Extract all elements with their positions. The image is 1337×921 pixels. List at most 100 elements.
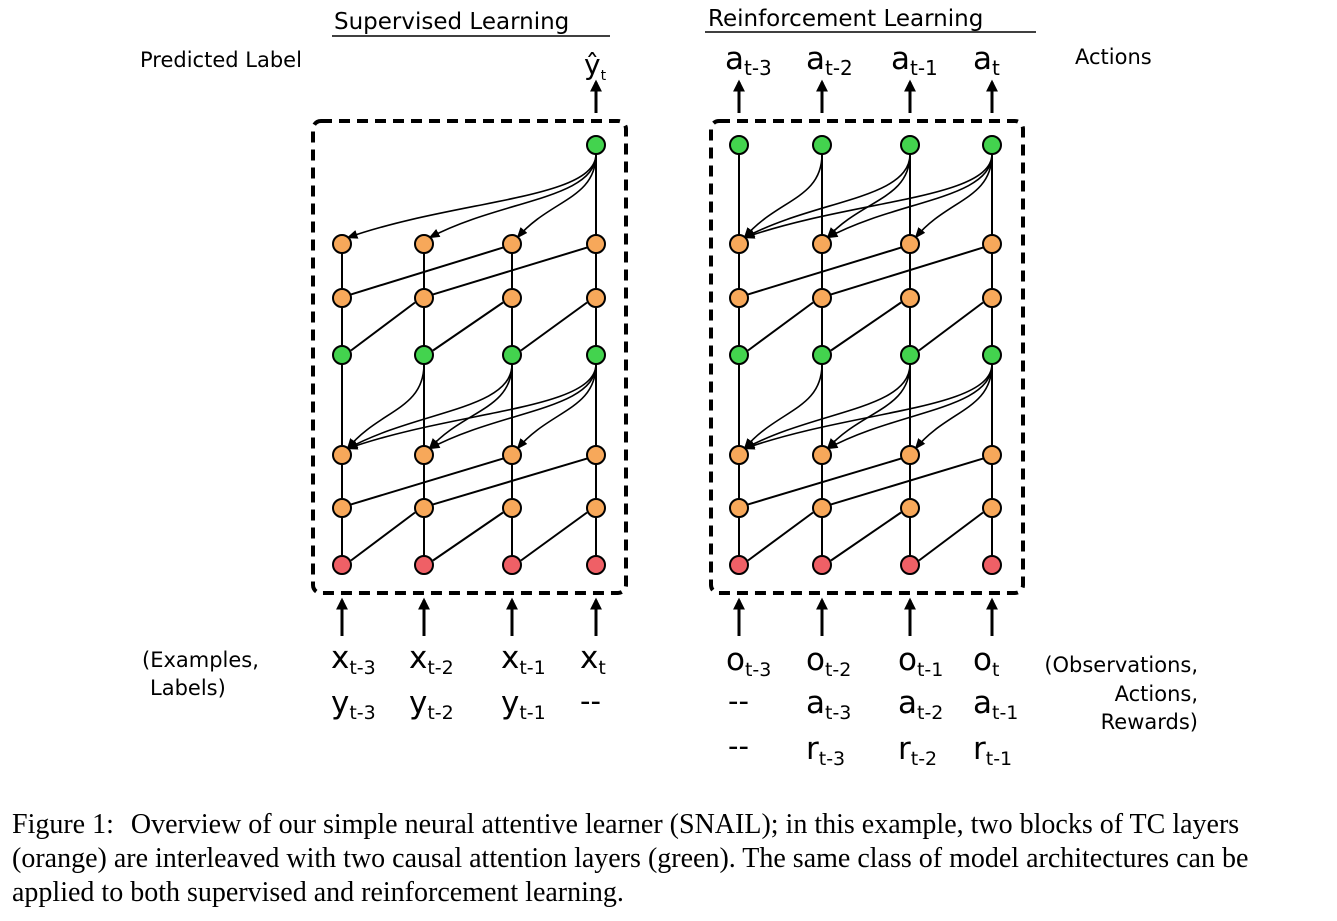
rl-outputs: at-3 at-2 at-1 at: [725, 41, 1000, 80]
rl-input-r-0: --: [728, 729, 749, 763]
sl-input-x-0: xt-3: [331, 640, 376, 679]
sl-input-y-3: --: [580, 684, 601, 718]
rl-attention-arc: [743, 363, 911, 450]
sl-node-red: [586, 555, 606, 575]
sl-attention-arc: [516, 363, 597, 450]
rl-tc-edge-d1: [918, 511, 984, 562]
sl-tc-edge-d2: [432, 457, 588, 506]
sl-attention-arc: [516, 153, 597, 239]
rl-output-3: at: [973, 41, 1000, 80]
sl-node-orange: [414, 498, 434, 518]
sl-node-red: [332, 555, 352, 575]
sl-tc-edge-d2: [432, 246, 588, 296]
rl-tc-edge-d1: [830, 511, 902, 562]
supervised-edges: [341, 153, 597, 562]
sl-tc-edge-d1: [520, 511, 588, 562]
observations-text: (Observations,: [1044, 653, 1198, 677]
sl-node-red: [502, 555, 522, 575]
rl-tc-edge-d1: [747, 511, 814, 562]
rl-input-o-2: ot-1: [898, 642, 943, 681]
rl-node-orange: [982, 234, 1002, 254]
sl-attention-arc: [346, 363, 425, 450]
sl-node-green: [414, 345, 434, 365]
rl-node-orange: [812, 288, 832, 308]
sl-node-orange: [414, 445, 434, 465]
sl-node-orange: [502, 498, 522, 518]
rl-output-2: at-1: [891, 41, 938, 80]
rl-input-a-1: at-3: [806, 685, 851, 724]
sl-input-y-1: yt-2: [409, 685, 454, 724]
sl-input-x-3: xt: [580, 640, 606, 679]
sl-node-orange: [332, 288, 352, 308]
reinforcement-nodes: [729, 135, 1002, 575]
predicted-label-text: Predicted Label: [140, 48, 302, 72]
rl-tc-edge-d2: [830, 246, 984, 296]
sl-node-orange: [586, 445, 606, 465]
rl-node-orange: [900, 234, 920, 254]
rl-input-r-1: rt-3: [806, 731, 845, 770]
rl-node-red: [982, 555, 1002, 575]
rl-node-orange: [729, 234, 749, 254]
sl-node-orange: [502, 445, 522, 465]
reinforcement-network-box: [709, 119, 1025, 595]
rl-tc-edge-d2: [747, 246, 902, 296]
rl-node-orange: [982, 445, 1002, 465]
sl-attention-arc: [346, 363, 513, 450]
rl-node-green: [982, 345, 1002, 365]
sl-node-green: [586, 345, 606, 365]
rl-node-orange: [982, 498, 1002, 518]
rl-node-orange: [812, 445, 832, 465]
snail-diagram: Supervised Learning Reinforcement Learni…: [140, 6, 1198, 770]
sl-attention-arc: [428, 363, 597, 450]
sl-attention-arc: [346, 363, 597, 450]
rl-tc-edge-d2: [747, 457, 902, 506]
rl-input-o-1: ot-2: [806, 642, 851, 681]
figure-caption-label: Figure 1:: [12, 809, 114, 840]
sl-node-orange: [586, 234, 606, 254]
rl-node-red: [729, 555, 749, 575]
sl-tc-edge-d1: [520, 301, 588, 352]
rl-tc-edge-d1: [830, 301, 902, 352]
rl-node-red: [812, 555, 832, 575]
rl-node-green: [900, 135, 920, 155]
reinforcement-title: Reinforcement Learning: [708, 6, 983, 32]
sl-tc-edge-d1: [432, 301, 504, 352]
sl-output-symbol: ŷt: [584, 48, 607, 84]
rl-node-orange: [812, 498, 832, 518]
sl-tc-edge-d1: [350, 511, 416, 562]
sl-node-orange: [414, 288, 434, 308]
sl-node-green: [502, 345, 522, 365]
rl-node-orange: [900, 498, 920, 518]
examples-labels-text-2: Labels): [150, 676, 226, 700]
rl-node-orange: [812, 234, 832, 254]
sl-attention-arc: [346, 153, 597, 239]
sl-input-y-2: yt-1: [501, 685, 546, 724]
rewards-text: Rewards): [1101, 710, 1198, 734]
sl-tc-edge-d2: [350, 457, 504, 506]
sl-inputs: xt-3 xt-2 xt-1 xt yt-3 yt-2 yt-1 --: [331, 640, 606, 724]
actions-text: Actions,: [1115, 682, 1198, 706]
rl-node-green: [812, 135, 832, 155]
rl-input-r-3: rt-1: [973, 731, 1012, 770]
rl-attention-arc: [826, 363, 993, 450]
rl-node-green: [729, 345, 749, 365]
sl-node-orange: [502, 234, 522, 254]
sl-node-green: [332, 345, 352, 365]
rl-attention-arc: [826, 363, 911, 450]
rl-node-orange: [900, 445, 920, 465]
rl-inputs: ot-3 ot-2 ot-1 ot -- at-3 at-2 at-1 -- r…: [726, 642, 1018, 770]
examples-labels-text-1: (Examples,: [142, 648, 259, 672]
sl-node-green: [586, 135, 606, 155]
rl-node-red: [900, 555, 920, 575]
rl-attention-arc: [743, 363, 993, 450]
rl-node-orange: [900, 288, 920, 308]
sl-node-orange: [332, 498, 352, 518]
rl-attention-arc: [743, 153, 993, 239]
rl-attention-arc: [826, 153, 911, 239]
rl-node-orange: [729, 445, 749, 465]
rl-tc-edge-d1: [747, 301, 814, 352]
sl-attention-arc: [428, 153, 597, 239]
rl-node-orange: [729, 498, 749, 518]
sl-attention-arc: [428, 363, 513, 450]
rl-input-r-2: rt-2: [898, 731, 937, 770]
